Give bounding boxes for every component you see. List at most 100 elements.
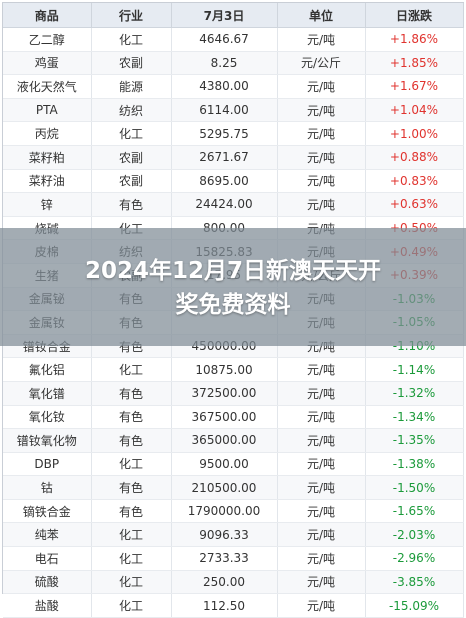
daily-change-cell: -15.09% [365, 593, 464, 618]
table-row[interactable]: 丙烷 化工 5295.75 元/吨 +1.00% [3, 121, 464, 146]
commodity-name-cell: 乙二醇 [3, 27, 92, 52]
price-cell: 5295.75 [171, 121, 278, 146]
daily-change-cell: -1.34% [365, 405, 464, 430]
commodity-name-cell: 液化天然气 [3, 74, 92, 99]
table-row[interactable]: 液化天然气 能源 4380.00 元/吨 +1.67% [3, 74, 464, 99]
price-cell: 372500.00 [171, 381, 278, 406]
unit-cell: 元/吨 [277, 145, 366, 170]
sector-cell: 化工 [91, 357, 172, 382]
commodity-name-cell: 氧化镨 [3, 381, 92, 406]
column-header-unit[interactable]: 单位 [277, 3, 366, 28]
daily-change-cell: -1.38% [365, 452, 464, 477]
table-row[interactable]: 氧化钕 有色 367500.00 元/吨 -1.34% [3, 405, 464, 430]
unit-cell: 元/吨 [277, 27, 366, 52]
unit-cell: 元/吨 [277, 357, 366, 382]
column-header-sector[interactable]: 行业 [91, 3, 172, 28]
table-row[interactable]: 氧化镨 有色 372500.00 元/吨 -1.32% [3, 381, 464, 406]
daily-change-cell: +0.83% [365, 169, 464, 194]
price-cell: 2733.33 [171, 546, 278, 571]
daily-change-cell: +0.88% [365, 145, 464, 170]
sector-cell: 有色 [91, 428, 172, 453]
overlay-title: 2024年12月7日新澳天天开 奖免费资料 [0, 254, 466, 322]
overlay-title-line1: 2024年12月7日新澳天天开 [84, 258, 382, 284]
daily-change-cell: -1.35% [365, 428, 464, 453]
price-cell: 365000.00 [171, 428, 278, 453]
unit-cell: 元/吨 [277, 381, 366, 406]
daily-change-cell: -3.85% [365, 570, 464, 595]
price-cell: 9096.33 [171, 522, 278, 548]
sector-cell: 农副 [91, 169, 172, 194]
table-row[interactable]: 乙二醇 化工 4646.67 元/吨 +1.86% [3, 27, 464, 52]
unit-cell: 元/吨 [277, 570, 366, 595]
price-cell: 8.25 [171, 51, 278, 76]
commodity-name-cell: 硫酸 [3, 570, 92, 595]
overlay-title-line2: 奖免费资料 [175, 292, 291, 318]
sector-cell: 有色 [91, 192, 172, 217]
price-cell: 2671.67 [171, 145, 278, 170]
daily-change-cell: -2.03% [365, 522, 464, 548]
sector-cell: 有色 [91, 405, 172, 430]
daily-change-cell: -1.50% [365, 475, 464, 500]
unit-cell: 元/吨 [277, 169, 366, 194]
price-cell: 24424.00 [171, 192, 278, 217]
commodity-name-cell: 镨钕氧化物 [3, 428, 92, 453]
price-cell: 112.50 [171, 593, 278, 618]
commodity-name-cell: 盐酸 [3, 593, 92, 618]
commodity-name-cell: 氟化铝 [3, 357, 92, 382]
price-cell: 9500.00 [171, 452, 278, 477]
commodity-name-cell: DBP [3, 452, 92, 477]
daily-change-cell: +1.04% [365, 98, 464, 123]
table-row[interactable]: 钴有色 210500.00 元/吨 -1.50% [3, 475, 464, 500]
unit-cell: 元/吨 [277, 98, 366, 123]
table-row[interactable]: DBP 化工 9500.00 元/吨 -1.38% [3, 452, 464, 477]
table-row[interactable]: 电石 化工 2733.33 元/吨 -2.96% [3, 546, 464, 571]
daily-change-cell: +1.85% [365, 51, 464, 76]
price-cell: 1790000.00 [171, 499, 278, 524]
unit-cell: 元/吨 [277, 593, 366, 618]
table-row[interactable]: PTA 纺织 6114.00 元/吨 +1.04% [3, 98, 464, 123]
table-row[interactable]: 盐酸 化工 112.50 元/吨 -15.09% [3, 593, 464, 618]
daily-change-cell: +1.00% [365, 121, 464, 146]
table-row[interactable]: 锌有色 24424.00 元/吨 +0.63% [3, 192, 464, 217]
unit-cell: 元/吨 [277, 121, 366, 146]
column-header-daily-change[interactable]: 日涨跌 [365, 3, 464, 28]
table-row[interactable]: 菜籽油 农副 8695.00 元/吨 +0.83% [3, 169, 464, 194]
sector-cell: 化工 [91, 121, 172, 146]
commodity-name-cell: 纯苯 [3, 522, 92, 548]
commodity-name-cell: 电石 [3, 546, 92, 571]
table-row[interactable]: 纯苯 化工 9096.33 元/吨 -2.03% [3, 522, 464, 548]
commodity-name-cell: 镝铁合金 [3, 499, 92, 524]
unit-cell: 元/吨 [277, 546, 366, 571]
commodity-name-cell: 丙烷 [3, 121, 92, 146]
unit-cell: 元/吨 [277, 452, 366, 477]
table-row[interactable]: 硫酸 化工 250.00 元/吨 -3.85% [3, 570, 464, 595]
table-row[interactable]: 镨钕氧化物 有色 365000.00 元/吨 -1.35% [3, 428, 464, 453]
commodity-name-cell: 鸡蛋 [3, 51, 92, 76]
unit-cell: 元/吨 [277, 499, 366, 524]
price-cell: 250.00 [171, 570, 278, 595]
price-cell: 10875.00 [171, 357, 278, 382]
column-header-date-price[interactable]: 7月3日 [171, 3, 278, 28]
daily-change-cell: -1.65% [365, 499, 464, 524]
unit-cell: 元/吨 [277, 475, 366, 500]
price-cell: 6114.00 [171, 98, 278, 123]
unit-cell: 元/公斤 [277, 51, 366, 76]
unit-cell: 元/吨 [277, 522, 366, 548]
commodity-name-cell: 钴 [3, 475, 92, 500]
price-cell: 8695.00 [171, 169, 278, 194]
table-row[interactable]: 鸡蛋 农副 8.25 元/公斤 +1.85% [3, 51, 464, 76]
commodity-name-cell: 锌 [3, 192, 92, 217]
sector-cell: 化工 [91, 570, 172, 595]
sector-cell: 有色 [91, 499, 172, 524]
table-row[interactable]: 菜籽粕 农副 2671.67 元/吨 +0.88% [3, 145, 464, 170]
sector-cell: 能源 [91, 74, 172, 99]
table-row[interactable]: 氟化铝 化工 10875.00 元/吨 -1.14% [3, 357, 464, 382]
table-row[interactable]: 镝铁合金 有色 1790000.00 元/吨 -1.65% [3, 499, 464, 524]
daily-change-cell: +1.86% [365, 27, 464, 52]
daily-change-cell: -2.96% [365, 546, 464, 571]
commodity-name-cell: 菜籽粕 [3, 145, 92, 170]
column-header-commodity[interactable]: 商品 [3, 3, 92, 28]
daily-change-cell: +1.67% [365, 74, 464, 99]
sector-cell: 化工 [91, 452, 172, 477]
table-header-row: 商品 行业 7月3日 单位 日涨跌 [3, 3, 464, 28]
